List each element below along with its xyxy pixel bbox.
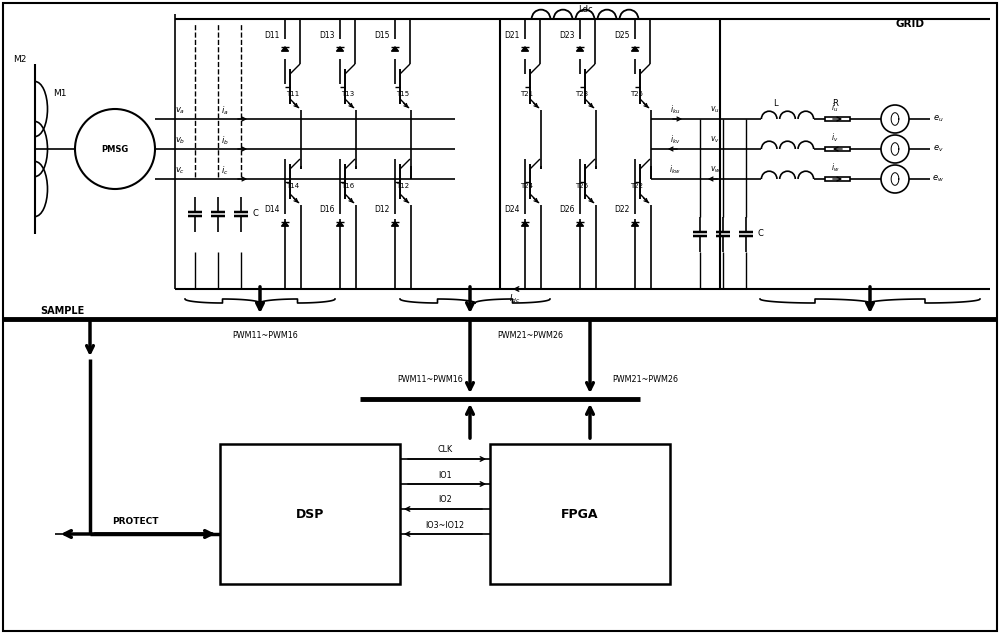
Text: $i_{kw}$: $i_{kw}$ — [669, 164, 681, 176]
Text: $i_v$: $i_v$ — [831, 132, 839, 145]
Text: T14: T14 — [286, 183, 300, 189]
Text: $i_b$: $i_b$ — [221, 135, 229, 147]
Bar — [500, 19, 720, 294]
Text: PWM21~PWM26: PWM21~PWM26 — [497, 332, 563, 340]
Text: PMSG: PMSG — [101, 145, 129, 153]
Text: T13: T13 — [341, 91, 355, 97]
Text: $v_u$: $v_u$ — [710, 105, 720, 115]
Polygon shape — [631, 47, 639, 51]
Text: D25: D25 — [614, 32, 630, 41]
Text: $i_c$: $i_c$ — [221, 165, 229, 178]
Polygon shape — [391, 47, 399, 51]
Text: T23: T23 — [575, 91, 589, 97]
Text: GRID: GRID — [896, 19, 924, 29]
Text: T26: T26 — [575, 183, 589, 189]
Bar — [825, 117, 850, 121]
Text: M2: M2 — [13, 55, 27, 63]
Polygon shape — [576, 222, 584, 226]
Text: D11: D11 — [264, 32, 280, 41]
Text: D14: D14 — [264, 205, 280, 214]
Text: $v_c$: $v_c$ — [175, 165, 185, 176]
Text: D12: D12 — [374, 205, 390, 214]
Polygon shape — [391, 222, 399, 226]
Text: $v_w$: $v_w$ — [710, 165, 720, 175]
Text: $e_u$: $e_u$ — [933, 113, 943, 124]
Text: $v_v$: $v_v$ — [710, 135, 720, 145]
Text: D24: D24 — [504, 205, 520, 214]
Text: PWM11~PWM16: PWM11~PWM16 — [397, 375, 463, 384]
Circle shape — [881, 165, 909, 193]
Text: $i_w$: $i_w$ — [831, 162, 839, 174]
Text: D13: D13 — [319, 32, 335, 41]
Text: T15: T15 — [396, 91, 410, 97]
Text: PROTECT: PROTECT — [112, 517, 158, 526]
Text: M1: M1 — [53, 89, 67, 98]
Text: D21: D21 — [504, 32, 520, 41]
Text: T25: T25 — [631, 91, 644, 97]
Text: Ldc: Ldc — [578, 4, 592, 13]
Text: T11: T11 — [286, 91, 300, 97]
Text: R: R — [832, 100, 838, 108]
Text: T16: T16 — [341, 183, 355, 189]
Bar — [825, 147, 850, 151]
Bar — [825, 177, 850, 181]
Circle shape — [881, 135, 909, 163]
Text: $v_a$: $v_a$ — [175, 106, 185, 116]
Text: D22: D22 — [614, 205, 630, 214]
Text: C: C — [252, 209, 258, 219]
Text: IO1: IO1 — [438, 470, 452, 479]
Text: D16: D16 — [319, 205, 335, 214]
Bar — [490, 444, 670, 584]
Polygon shape — [631, 222, 639, 226]
Text: $i_{ku}$: $i_{ku}$ — [670, 104, 680, 116]
Text: T21: T21 — [520, 91, 534, 97]
Text: C: C — [757, 230, 763, 238]
Polygon shape — [521, 222, 529, 226]
Text: $e_w$: $e_w$ — [932, 174, 944, 184]
Polygon shape — [336, 222, 344, 226]
Text: FPGA: FPGA — [561, 507, 599, 521]
Text: D26: D26 — [559, 205, 575, 214]
Text: $i_u$: $i_u$ — [831, 101, 839, 114]
Text: $e_v$: $e_v$ — [933, 144, 943, 154]
Circle shape — [881, 105, 909, 133]
Text: $i_{kv}$: $i_{kv}$ — [670, 134, 680, 146]
Text: L: L — [773, 100, 777, 108]
Bar — [750, 19, 990, 294]
Text: $I_{dc}$: $I_{dc}$ — [509, 293, 521, 305]
Polygon shape — [281, 47, 289, 51]
Text: DSP: DSP — [296, 507, 324, 521]
Text: $i_a$: $i_a$ — [221, 105, 229, 117]
Text: IO3~IO12: IO3~IO12 — [425, 521, 465, 529]
Text: D15: D15 — [374, 32, 390, 41]
Polygon shape — [281, 222, 289, 226]
Text: SAMPLE: SAMPLE — [40, 306, 84, 316]
Polygon shape — [336, 47, 344, 51]
Text: D23: D23 — [559, 32, 575, 41]
Text: IO2: IO2 — [438, 496, 452, 505]
Text: T12: T12 — [396, 183, 410, 189]
Text: $v_b$: $v_b$ — [175, 136, 185, 146]
Text: PWM11~PWM16: PWM11~PWM16 — [232, 332, 298, 340]
Text: PWM21~PWM26: PWM21~PWM26 — [612, 375, 678, 384]
Polygon shape — [521, 47, 529, 51]
Text: T24: T24 — [520, 183, 534, 189]
Polygon shape — [576, 47, 584, 51]
Circle shape — [75, 109, 155, 189]
Text: T22: T22 — [631, 183, 644, 189]
Bar — [220, 444, 400, 584]
Bar — [175, 19, 455, 294]
Text: CLK: CLK — [437, 446, 453, 455]
